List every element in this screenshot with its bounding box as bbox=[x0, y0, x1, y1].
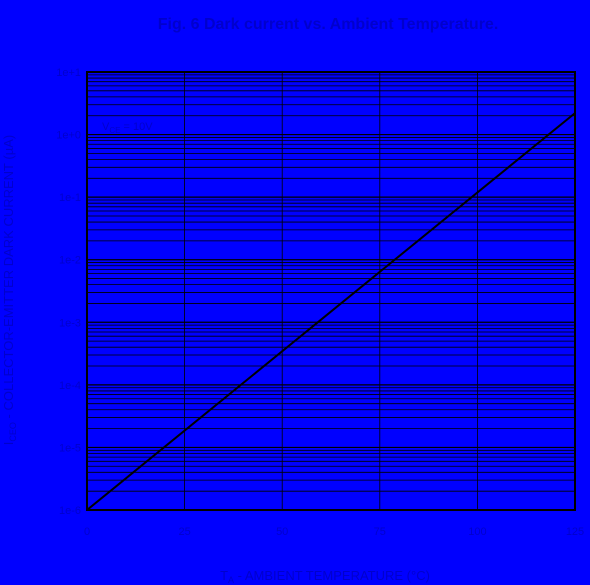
x-axis-label: TA - AMBIENT TEMPERATURE (°C) bbox=[220, 568, 430, 585]
tick-labels: 0 25 50 75 100 125 1e+1 1e+0 1e-1 1e-2 1e-3 1e-4 1e-… bbox=[56, 67, 584, 538]
series-line bbox=[86, 112, 576, 511]
y-axis-label: ICEO - COLLECTOR-EMITTER DARK CURRENT (µ… bbox=[1, 135, 18, 445]
y-tick-label: 1e-1 bbox=[59, 192, 81, 204]
x-tick-label: 75 bbox=[374, 526, 386, 538]
y-tick-label: 1e+0 bbox=[56, 130, 81, 142]
y-tick-label: 1e+1 bbox=[56, 67, 81, 79]
series-group bbox=[86, 112, 576, 511]
y-tick-label: 1e-2 bbox=[59, 255, 81, 267]
x-tick-label: 0 bbox=[84, 526, 90, 538]
y-tick-label: 1e-3 bbox=[59, 317, 81, 329]
grid bbox=[86, 71, 576, 511]
y-tick-label: 1e-5 bbox=[59, 442, 81, 454]
chart-title: Fig. 6 Dark current vs. Ambient Temperat… bbox=[158, 16, 499, 33]
y-tick-label: 1e-6 bbox=[59, 505, 81, 517]
y-tick-label: 1e-4 bbox=[59, 380, 81, 392]
x-tick-label: 50 bbox=[276, 526, 288, 538]
x-tick-label: 125 bbox=[566, 526, 584, 538]
annotation-vce: VCE = 10V bbox=[102, 121, 153, 135]
plot-frame bbox=[86, 71, 576, 511]
x-tick-label: 25 bbox=[178, 526, 190, 538]
x-tick-label: 100 bbox=[468, 526, 486, 538]
